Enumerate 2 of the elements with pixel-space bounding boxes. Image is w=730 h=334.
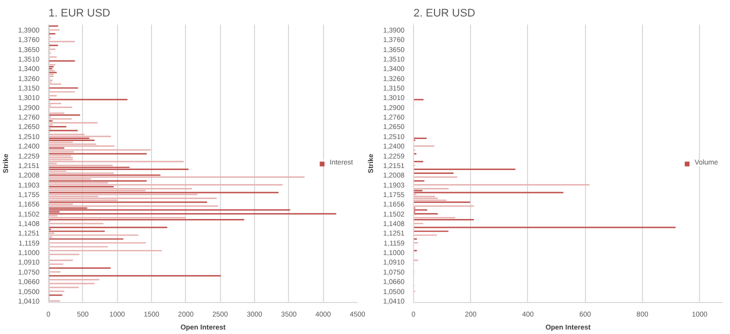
chart-title: 2. EUR USD (414, 8, 476, 20)
chart-title: 1. EUR USD (48, 8, 110, 20)
